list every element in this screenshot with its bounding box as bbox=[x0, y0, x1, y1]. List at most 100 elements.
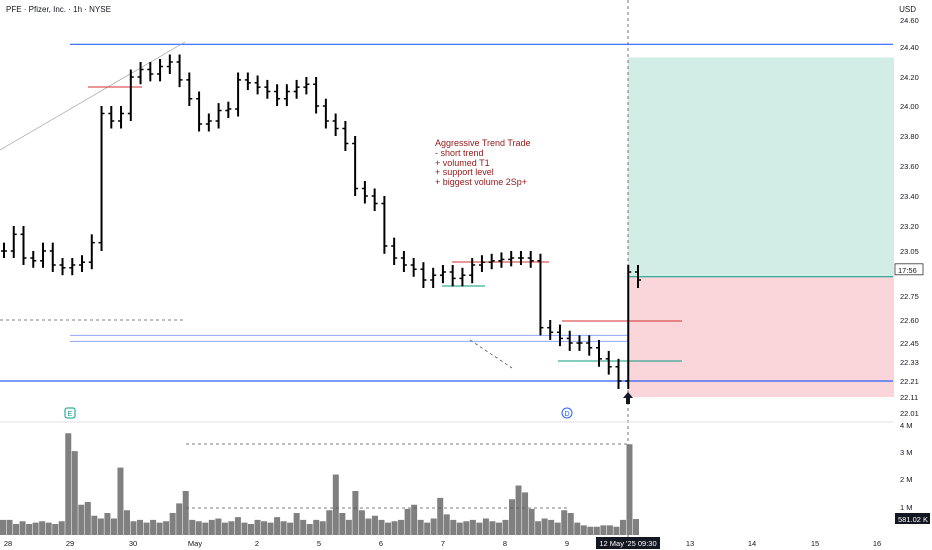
projection-arrow bbox=[469, 339, 513, 369]
volume-bar bbox=[443, 514, 450, 535]
x-tick-label: 14 bbox=[748, 539, 756, 548]
volume-bar bbox=[385, 522, 392, 535]
volume-bar bbox=[104, 513, 111, 535]
volume-bar bbox=[254, 519, 261, 535]
volume-bar bbox=[619, 519, 626, 535]
volume-bar bbox=[202, 522, 209, 535]
volume-bar bbox=[280, 521, 287, 535]
volume-tick-label: 2 M bbox=[900, 475, 913, 484]
volume-bar bbox=[130, 521, 137, 535]
volume-bar bbox=[65, 433, 72, 535]
volume-tick-label: 3 M bbox=[900, 448, 913, 457]
annotation-line-1: Aggressive Trend Trade bbox=[435, 138, 531, 148]
volume-tick-label: 1 M bbox=[900, 503, 913, 512]
volume-bar bbox=[221, 522, 228, 535]
y-tick-label: 23.20 bbox=[900, 222, 919, 231]
volume-bar bbox=[97, 518, 104, 535]
volume-bar bbox=[437, 497, 444, 535]
volume-bar bbox=[580, 525, 587, 535]
volume-bar bbox=[143, 522, 150, 535]
trend-line bbox=[0, 41, 186, 151]
volume-bar bbox=[117, 467, 124, 535]
volume-bar bbox=[176, 503, 183, 535]
volume-bar bbox=[163, 521, 170, 535]
volume-bar bbox=[32, 522, 39, 535]
volume-bar bbox=[52, 524, 59, 535]
x-tick-label: 2 bbox=[255, 539, 259, 548]
volume-bar bbox=[0, 519, 6, 535]
y-tick-label: 22.11 bbox=[900, 393, 918, 402]
target-zone bbox=[628, 57, 894, 277]
volume-bar bbox=[332, 474, 339, 535]
volume-bar bbox=[71, 451, 78, 535]
y-tick-label: 24.20 bbox=[900, 73, 919, 82]
volume-bar bbox=[430, 518, 437, 535]
x-tick-label: 5 bbox=[317, 539, 321, 548]
volume-current-box bbox=[895, 513, 930, 524]
dividend-badge-label: D bbox=[564, 411, 569, 418]
x-tick-label: 28 bbox=[4, 539, 12, 548]
y-tick-label: 22.33 bbox=[900, 358, 919, 367]
volume-bar bbox=[495, 522, 502, 535]
volume-bar bbox=[6, 519, 13, 535]
volume-bar bbox=[469, 519, 476, 535]
volume-bar bbox=[541, 518, 548, 535]
stop-zone bbox=[628, 276, 894, 397]
volume-bar bbox=[261, 521, 268, 535]
volume-bar bbox=[528, 508, 535, 535]
volume-bar bbox=[548, 519, 555, 535]
x-tick-label: 16 bbox=[873, 539, 881, 548]
volume-bar bbox=[509, 499, 516, 535]
volume-bar bbox=[137, 519, 144, 535]
volume-bar bbox=[535, 521, 542, 535]
annotation-line-3: + volumed T1 bbox=[435, 158, 490, 168]
volume-bar bbox=[398, 519, 405, 535]
x-tick-label: 13 bbox=[686, 539, 694, 548]
volume-bar bbox=[228, 521, 235, 535]
volume-bar bbox=[247, 524, 254, 535]
volume-bar bbox=[463, 521, 470, 535]
currency-label: USD bbox=[899, 5, 916, 14]
x-tick-label: 8 bbox=[503, 539, 507, 548]
volume-bar bbox=[371, 515, 378, 535]
volume-bar bbox=[352, 491, 359, 535]
volume-bar bbox=[587, 526, 594, 535]
volume-bar bbox=[189, 519, 196, 535]
volume-bar bbox=[365, 518, 372, 535]
y-tick-label: 23.40 bbox=[900, 192, 919, 201]
earnings-badge bbox=[64, 407, 76, 419]
current-price-label: 17:56 bbox=[898, 266, 917, 275]
volume-bar bbox=[567, 513, 574, 535]
y-tick-label: 22.21 bbox=[900, 377, 919, 386]
volume-bar bbox=[574, 522, 581, 535]
volume-bar bbox=[293, 513, 300, 535]
y-tick-label: 22.01 bbox=[900, 409, 919, 418]
cursor-date-label: 12 May '25 09:30 bbox=[599, 539, 656, 548]
volume-bar bbox=[84, 502, 91, 535]
volume-bar bbox=[554, 522, 561, 535]
y-tick-label: 23.80 bbox=[900, 132, 919, 141]
volume-bar bbox=[45, 522, 52, 535]
volume-bar bbox=[58, 521, 65, 535]
volume-bar bbox=[391, 521, 398, 535]
volume-bar bbox=[287, 522, 294, 535]
volume-bar bbox=[502, 519, 509, 535]
volume-bar bbox=[13, 524, 20, 535]
volume-bar bbox=[182, 491, 189, 535]
volume-bar bbox=[404, 508, 411, 535]
volume-bar bbox=[482, 518, 489, 535]
volume-tick-label: 4 M bbox=[900, 421, 913, 430]
y-tick-label: 23.60 bbox=[900, 162, 919, 171]
y-tick-label: 22.60 bbox=[900, 316, 919, 325]
volume-bar bbox=[593, 526, 600, 535]
x-tick-label: 29 bbox=[66, 539, 74, 548]
volume-bar bbox=[234, 517, 241, 535]
current-price-box bbox=[894, 263, 924, 276]
volume-bar bbox=[26, 524, 33, 535]
y-tick-label: 24.00 bbox=[900, 102, 919, 111]
volume-bar bbox=[267, 522, 274, 535]
x-tick-label: May bbox=[188, 539, 202, 548]
annotation-line-5: + biggest volume 2Sp+ bbox=[435, 177, 527, 187]
volume-bar bbox=[476, 522, 483, 535]
